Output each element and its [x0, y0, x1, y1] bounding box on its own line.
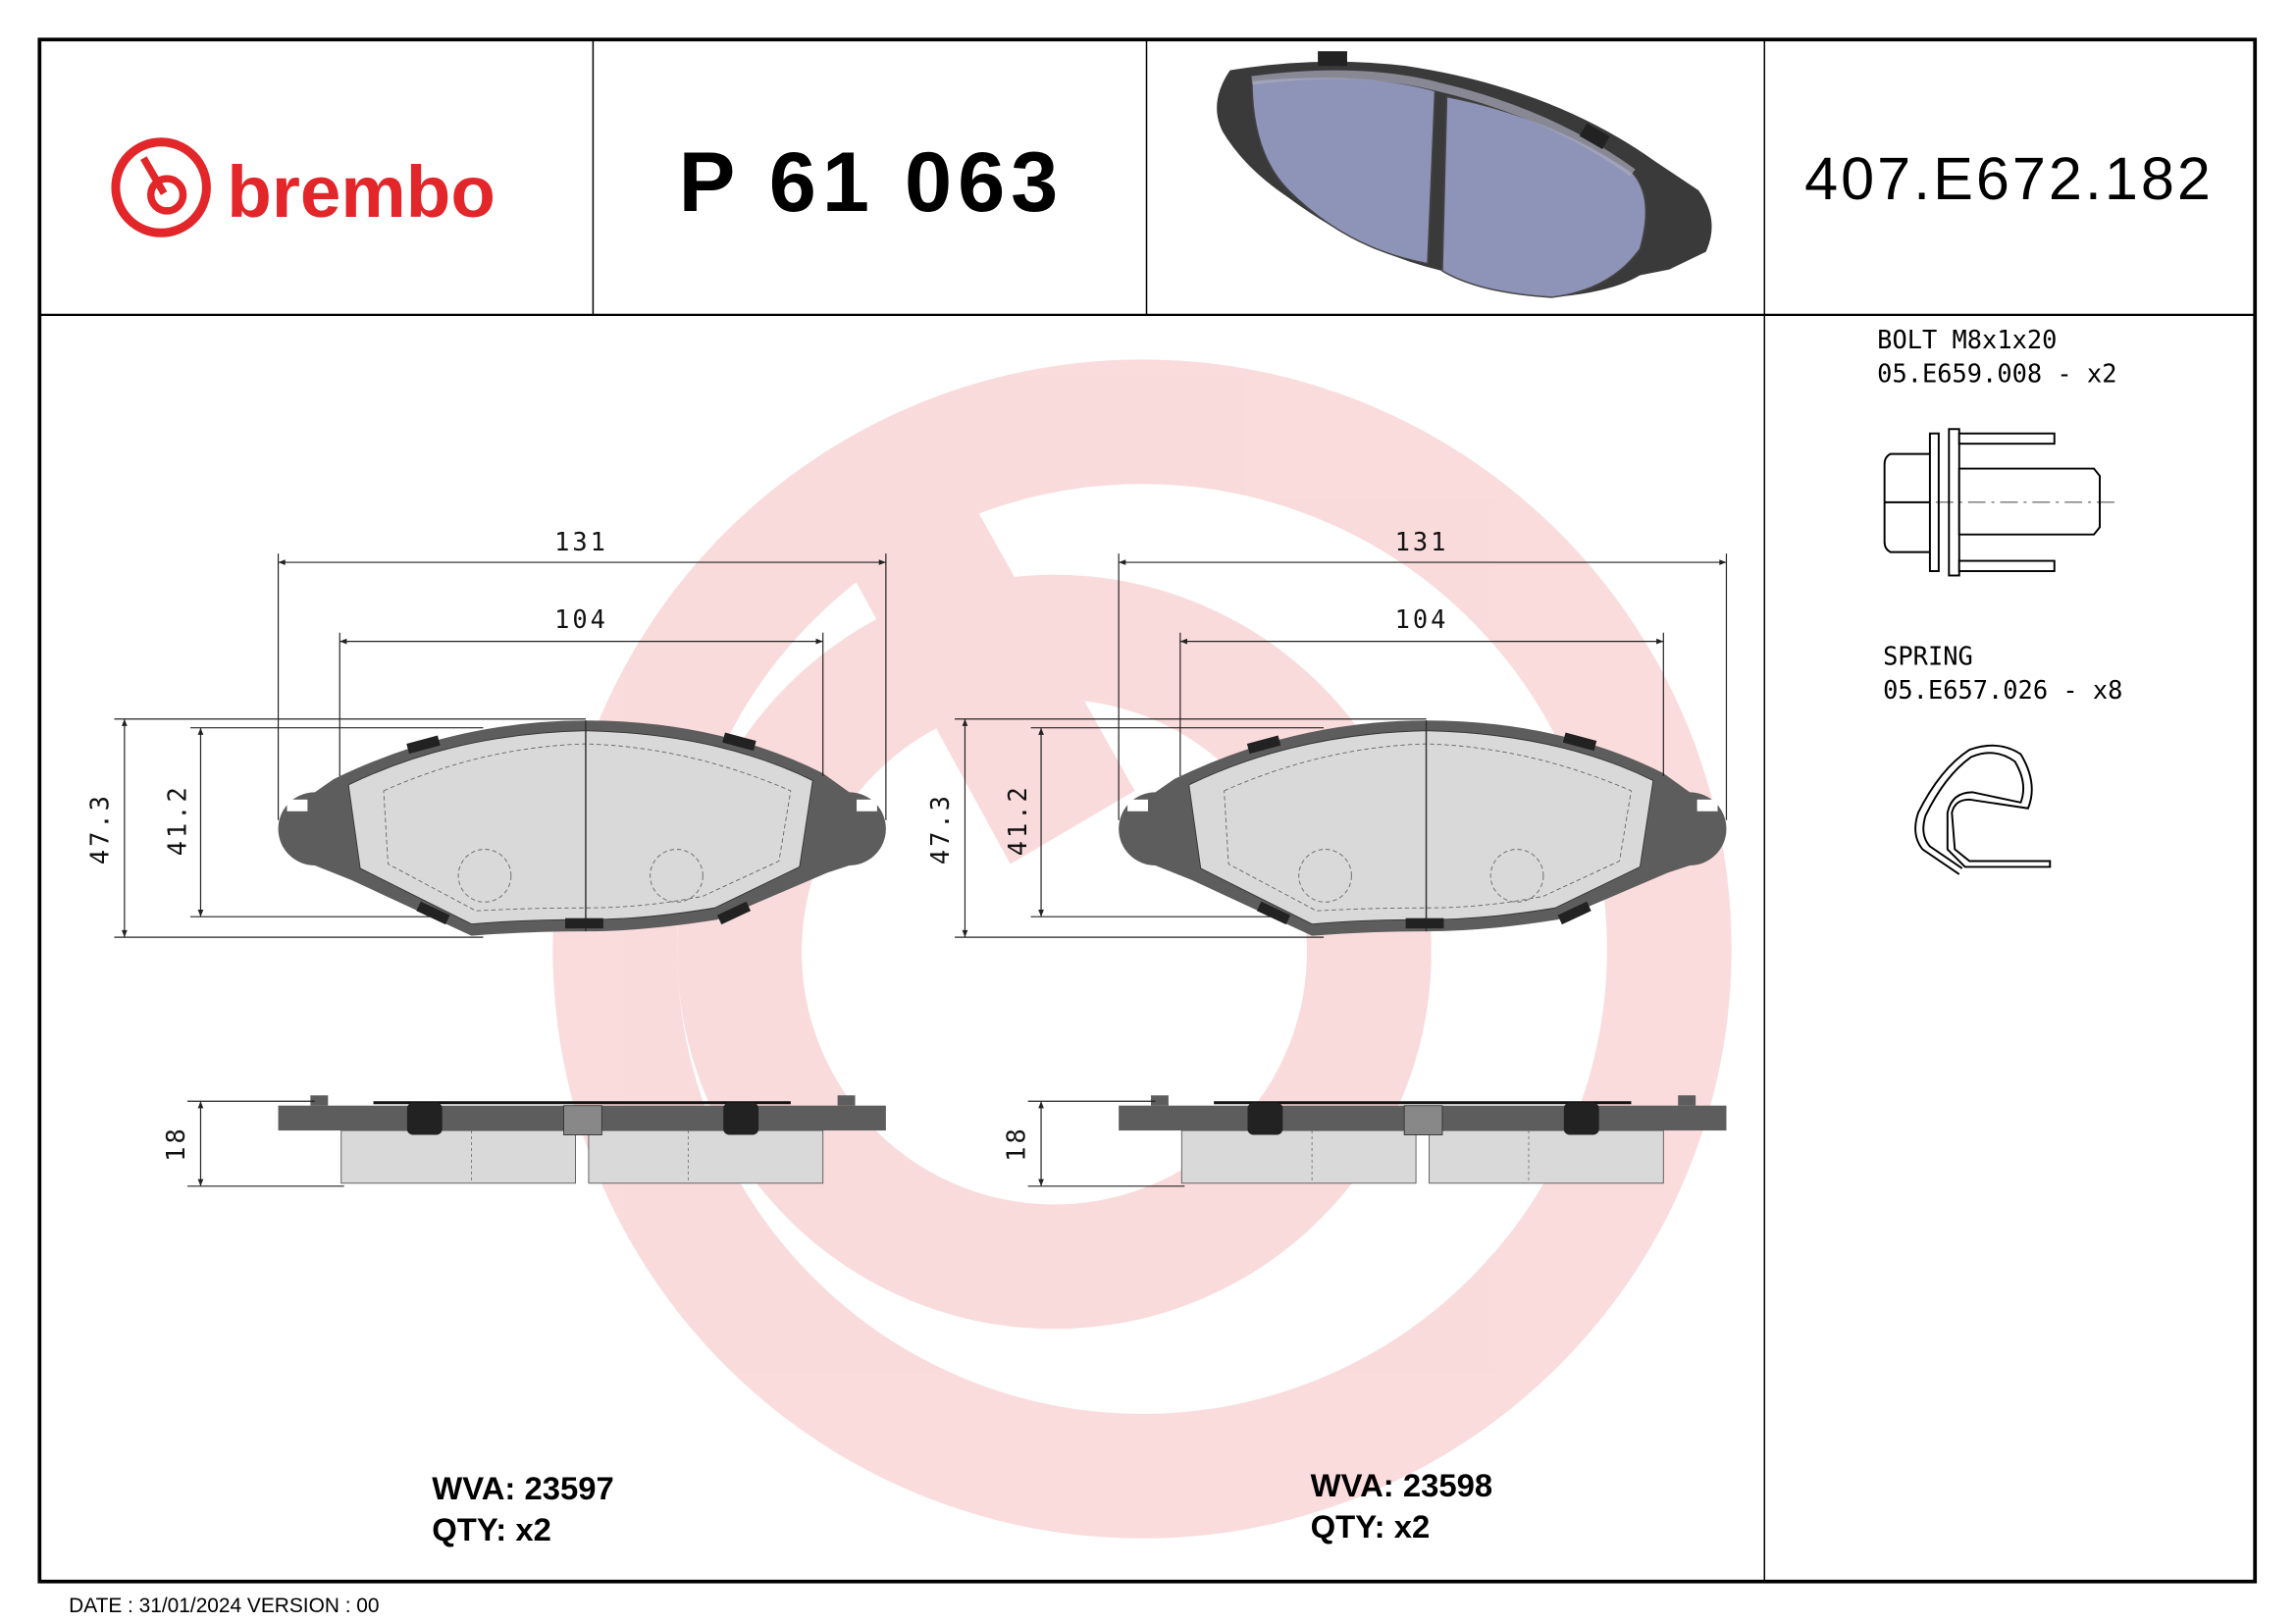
part-number: P 61 063: [679, 135, 1065, 230]
quantity: QTY: x2: [1311, 1508, 1431, 1545]
bolt-accessory: BOLT M8x1x20 05.E659.008 - x2: [1877, 325, 2117, 577]
dim-inner-width: 104: [1395, 604, 1449, 634]
pad-drawing-1: 131 104 47.3 41.2 18 WVA: 23597 QTY: x2: [84, 527, 885, 1547]
spring-accessory: SPRING 05.E657.026 - x8: [1883, 642, 2122, 875]
bolt-name: BOLT M8x1x20: [1877, 325, 2057, 354]
spring-code: 05.E657.026 - x8: [1883, 675, 2122, 705]
quantity: QTY: x2: [432, 1511, 551, 1547]
reference-code: 407.E672.182: [1804, 145, 2214, 212]
wva-number: WVA: 23598: [1311, 1467, 1493, 1503]
date-version: DATE : 31/01/2024 VERSION : 00: [69, 1595, 379, 1617]
dim-inner-width: 104: [554, 604, 608, 634]
dim-thickness: 18: [1002, 1126, 1031, 1162]
dim-height: 47.3: [925, 793, 955, 864]
wva-number: WVA: 23597: [432, 1470, 614, 1506]
dim-height: 47.3: [84, 793, 114, 864]
dim-inner-height: 41.2: [1003, 784, 1032, 856]
dim-width: 131: [1395, 527, 1449, 556]
bolt-code: 05.E659.008 - x2: [1877, 358, 2116, 388]
pad-drawing-2: 131 104 47.3 41.2 18 WVA: 23598 QTY: x2: [925, 527, 1726, 1545]
brand-name: brembo: [227, 150, 496, 233]
spring-icon: [1914, 744, 2052, 875]
dim-width: 131: [554, 527, 608, 556]
spring-name: SPRING: [1883, 642, 1973, 671]
brembo-logo: brembo: [111, 137, 496, 237]
dim-inner-height: 41.2: [163, 784, 192, 856]
bolt-icon: [1883, 428, 2117, 577]
brake-pad-render: [1217, 51, 1712, 298]
dim-thickness: 18: [161, 1126, 190, 1162]
brembo-watermark: [552, 359, 1732, 1539]
